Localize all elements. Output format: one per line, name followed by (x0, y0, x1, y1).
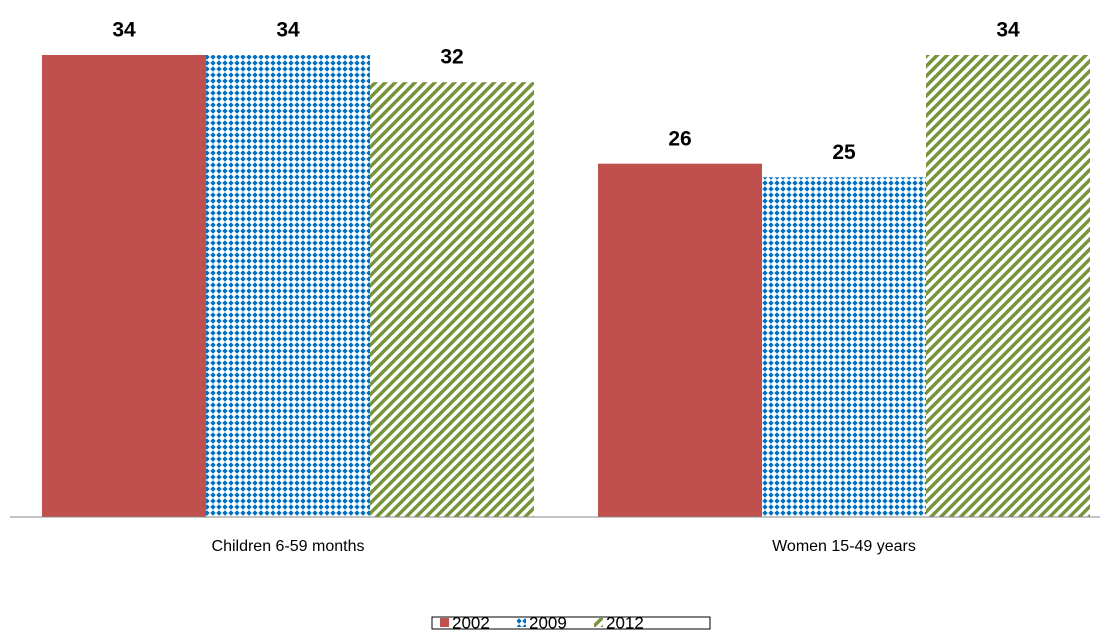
bar (206, 55, 370, 517)
bar (762, 177, 926, 517)
legend-swatch (517, 618, 526, 627)
legend-swatch (594, 618, 603, 627)
bar (370, 82, 534, 518)
legend-label: 2009 (529, 613, 567, 630)
value-label: 34 (996, 19, 1020, 42)
x-tick-label: Women 15-49 years (772, 538, 916, 555)
legend-label: 2012 (606, 613, 644, 630)
value-label: 34 (276, 19, 300, 42)
bar (42, 55, 206, 517)
bar (598, 163, 762, 518)
value-label: 32 (440, 46, 463, 69)
legend-label: 2002 (452, 613, 490, 630)
x-tick-label: Children 6-59 months (212, 538, 365, 555)
bar (926, 55, 1090, 517)
value-label: 26 (668, 127, 691, 150)
legend-box (431, 616, 711, 630)
value-label: 34 (112, 19, 136, 42)
legend-swatch (440, 618, 449, 627)
value-label: 25 (832, 141, 856, 164)
